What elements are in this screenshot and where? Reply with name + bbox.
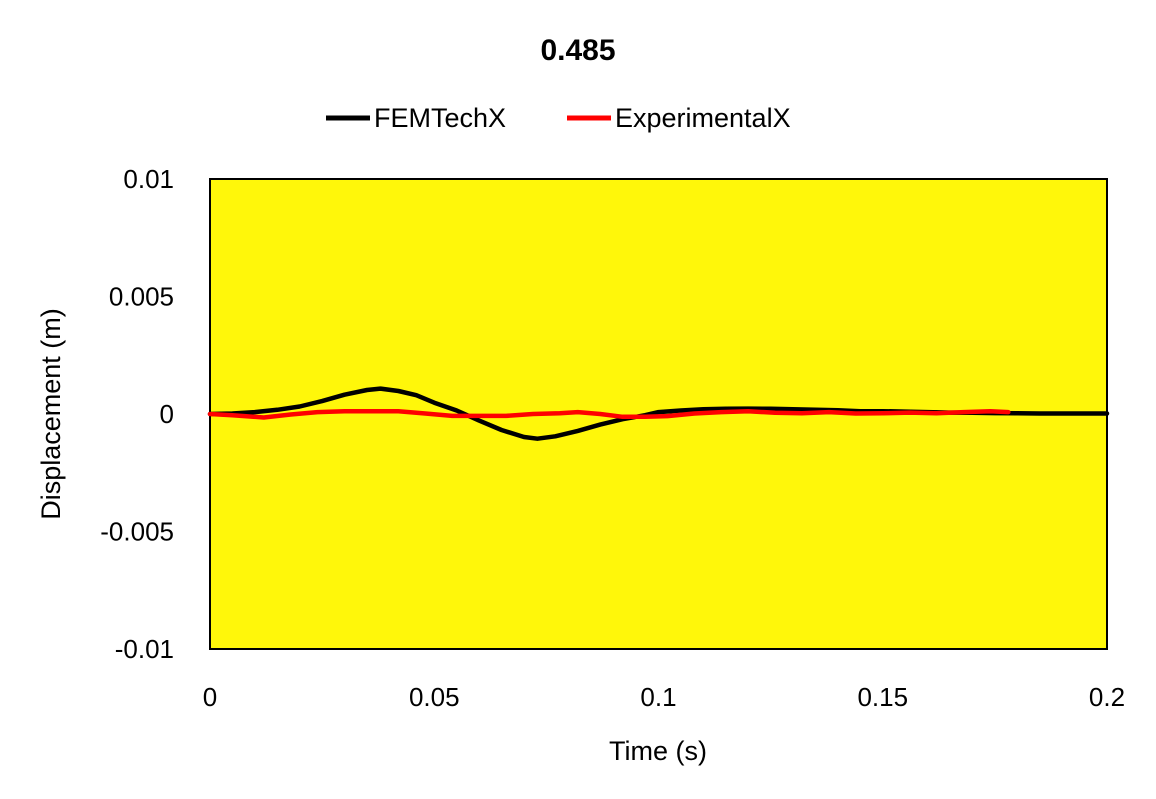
y-tick-label: -0.01 <box>115 634 174 664</box>
y-axis-ticks: 0.01 0.005 0 -0.005 -0.01 <box>100 164 174 664</box>
y-tick-label: 0.01 <box>123 164 174 194</box>
x-axis-ticks: 0 0.05 0.1 0.15 0.2 <box>203 682 1125 712</box>
y-tick-label: 0 <box>160 399 174 429</box>
series-line-experimentalx <box>207 408 1011 420</box>
x-tick-label: 0.1 <box>640 682 676 712</box>
y-tick-label: 0.005 <box>109 282 174 312</box>
x-axis-label: Time (s) <box>609 736 707 766</box>
series-layer <box>207 386 1110 441</box>
x-tick-label: 0.05 <box>409 682 460 712</box>
x-tick-label: 0.15 <box>857 682 908 712</box>
legend-label-femtechx: FEMTechX <box>374 103 506 133</box>
x-tick-label: 0.2 <box>1089 682 1125 712</box>
chart-title: 0.485 <box>540 34 615 67</box>
legend: FEMTechX ExperimentalX <box>326 103 791 133</box>
x-tick-label: 0 <box>203 682 217 712</box>
legend-label-experimentalx: ExperimentalX <box>615 103 791 133</box>
y-tick-label: -0.005 <box>100 517 174 547</box>
y-axis-label: Displacement (m) <box>36 308 66 520</box>
